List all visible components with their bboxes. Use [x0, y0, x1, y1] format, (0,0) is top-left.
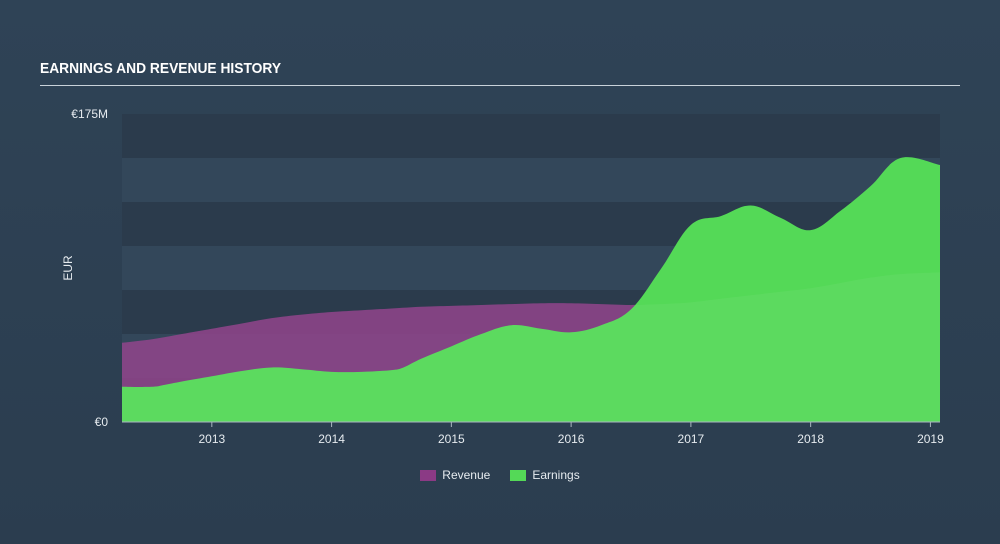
plot-band	[122, 158, 940, 202]
x-tick-label: 2013	[198, 432, 225, 446]
revenue-overlay	[122, 272, 940, 422]
x-tick-label: 2014	[318, 432, 345, 446]
x-tick-label: 2019	[917, 432, 944, 446]
series-areas	[122, 157, 940, 422]
x-tick-label: 2018	[797, 432, 824, 446]
earnings-swatch	[510, 469, 527, 481]
legend-label-revenue: Revenue	[442, 468, 491, 482]
legend-label-earnings: Earnings	[532, 468, 580, 482]
y-tick-label-bottom: €0	[95, 415, 109, 429]
title-divider	[40, 85, 960, 86]
legend-item-revenue[interactable]: Revenue	[420, 468, 490, 482]
revenue-swatch	[420, 469, 437, 481]
plot-band	[122, 114, 940, 158]
x-tick-label: 2015	[438, 432, 465, 446]
chart-title: EARNINGS AND REVENUE HISTORY	[40, 60, 282, 77]
axes: 2013 2014 2015 2016 2017 2018 2019 €175M €0 EUR	[61, 107, 944, 446]
y-axis-label: EUR	[61, 255, 75, 281]
earnings-area	[122, 157, 940, 422]
legend: Revenue Earnings	[0, 468, 1000, 482]
y-tick-label-top: €175M	[71, 107, 108, 121]
legend-item-earnings[interactable]: Earnings	[510, 468, 580, 482]
x-tick-label: 2016	[558, 432, 585, 446]
x-tick-label: 2017	[678, 432, 705, 446]
